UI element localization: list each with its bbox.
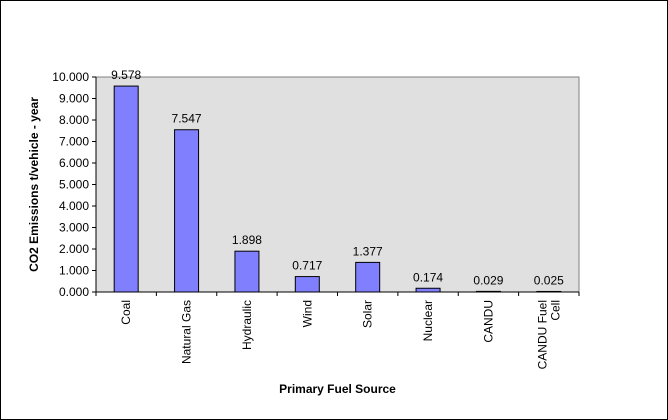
bar-value-label-3: 0.717 — [292, 259, 322, 273]
x-tick-label-line: Hydraulic — [240, 300, 254, 350]
bar-value-label-0: 9.578 — [111, 68, 141, 82]
x-tick-label-1: Natural Gas — [180, 300, 194, 364]
bar-3 — [294, 276, 320, 293]
x-tick-label-3: Wind — [300, 300, 314, 327]
x-tick-label-5: Nuclear — [421, 300, 435, 341]
y-tick-label-7: 7.000 — [59, 135, 89, 149]
y-tick-label-0: 0.000 — [59, 285, 89, 299]
bar-value-label-4: 1.377 — [353, 244, 383, 258]
y-axis-title: CO2 Emissions t/vehicle - year — [27, 97, 41, 272]
y-tick-label-1: 1.000 — [59, 264, 89, 278]
y-tick-label-6: 6.000 — [59, 156, 89, 170]
x-tick-label-line: Natural Gas — [180, 300, 194, 364]
x-tick-label-2: Hydraulic — [240, 300, 254, 350]
bar-value-label-7: 0.025 — [534, 273, 564, 287]
x-axis-title: Primary Fuel Source — [279, 382, 396, 396]
bar-value-label-5: 0.174 — [413, 270, 443, 284]
bar-2 — [234, 250, 260, 293]
plot-area — [95, 76, 580, 293]
x-tick-label-6: CANDU — [481, 300, 495, 343]
bar-value-label-1: 7.547 — [172, 112, 202, 126]
y-tick-label-5: 5.000 — [59, 178, 89, 192]
x-tick-label-line: CANDU Fuel — [535, 300, 549, 369]
x-tick-label-4: Solar — [361, 300, 375, 328]
bar-value-label-2: 1.898 — [232, 233, 262, 247]
y-tick-label-2: 2.000 — [59, 242, 89, 256]
x-tick-label-0: Coal — [119, 300, 133, 325]
bar-0 — [113, 85, 139, 293]
x-tick-label-line: CANDU — [481, 300, 495, 343]
x-tick-label-7: CANDU FuelCell — [535, 300, 562, 369]
axes-group — [92, 76, 580, 296]
x-tick-label-line: Nuclear — [421, 300, 435, 341]
y-tick-label-9: 9.000 — [59, 92, 89, 106]
y-tick-label-3: 3.000 — [59, 221, 89, 235]
labels-group: 9.578 7.547 1.898 0.717 1.377 0.174 0.029 0.025… — [52, 68, 564, 369]
x-tick-label-line: Wind — [300, 300, 314, 327]
bar-4 — [355, 261, 381, 293]
bar-value-label-6: 0.029 — [473, 273, 503, 287]
bar-5 — [415, 287, 441, 293]
y-tick-label-4: 4.000 — [59, 199, 89, 213]
x-tick-label-line: Cell — [548, 300, 562, 321]
x-tick-label-line: Solar — [361, 300, 375, 328]
x-tick-label-line: Coal — [119, 300, 133, 325]
bar-1 — [174, 129, 200, 293]
y-tick-label-8: 8.000 — [59, 113, 89, 127]
y-tick-label-10: 10.000 — [52, 70, 89, 84]
